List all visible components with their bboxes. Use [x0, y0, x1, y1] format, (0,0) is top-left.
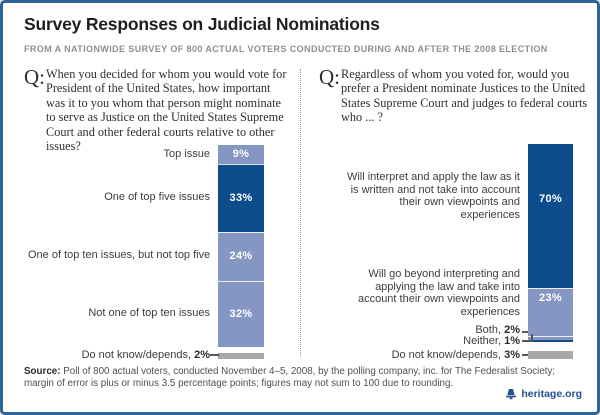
brand-text: heritage.org	[521, 388, 582, 400]
callout-value: 1%	[504, 334, 520, 347]
bar-category-label: Both, 2%	[475, 323, 520, 336]
question-left-prefix: Q:	[24, 65, 45, 89]
column-divider	[300, 69, 301, 357]
question-left-text: When you decided for whom you would vote…	[46, 67, 287, 154]
bar-category-label: Will interpret and apply the law as it i…	[346, 171, 520, 221]
bar-category-label: Will go beyond interpreting and applying…	[357, 268, 520, 318]
callout-connector-line	[522, 354, 528, 356]
callout-connector-line	[531, 334, 533, 342]
bar-category-label: Not one of top ten issues	[88, 306, 210, 319]
callout-connector-line	[210, 354, 219, 356]
bar-value-label: 32%	[229, 307, 253, 320]
page-title: Survey Responses on Judicial Nominations	[24, 14, 380, 34]
callout-value: 2%	[194, 348, 210, 361]
question-right: Q: Regardless of whom you voted for, wou…	[319, 67, 591, 125]
bar-category-label: Top issue	[163, 147, 210, 160]
bar-category-label: One of top ten issues, but not top five	[28, 248, 211, 261]
bar-category-label: Do not know/depends, 2%	[81, 348, 210, 361]
bar-value-label: 33%	[229, 191, 253, 204]
callout-connector-line	[522, 340, 532, 342]
source-label: Source:	[24, 366, 61, 377]
bar-value-label: 9%	[232, 148, 250, 161]
bar-value-label: 24%	[229, 250, 253, 263]
bar-value-label: 70%	[539, 193, 562, 206]
bar-segment	[218, 231, 264, 281]
bar-segment	[528, 351, 573, 359]
source-note: Source: Poll of 800 actual voters, condu…	[24, 366, 584, 389]
bar-category-label: Neither, 1%	[463, 334, 520, 347]
bar-category-label: One of top five issues	[104, 190, 210, 203]
source-text: Poll of 800 actual voters, conducted Nov…	[24, 366, 556, 389]
bar-segment	[528, 144, 573, 289]
bar-value-label: 23%	[539, 291, 562, 304]
page-subtitle: FROM A NATIONWIDE SURVEY OF 800 ACTUAL V…	[24, 44, 548, 54]
bar-segment	[528, 288, 573, 336]
callout-connector-line	[522, 331, 528, 333]
bar-segment	[528, 339, 573, 342]
brand: heritage.org	[505, 388, 582, 400]
question-left: Q: When you decided for whom you would v…	[24, 65, 292, 154]
question-right-prefix: Q:	[319, 65, 340, 89]
callout-value: 3%	[504, 348, 520, 361]
callout-value: 2%	[504, 323, 520, 336]
liberty-bell-icon	[506, 389, 517, 400]
bar-segment	[218, 280, 264, 347]
bar-segment	[218, 145, 264, 164]
bar-category-label: Do not know/depends, 3%	[391, 348, 520, 361]
question-right-text: Regardless of whom you voted for, would …	[341, 67, 588, 125]
bar-segment	[528, 335, 573, 340]
bar-segment	[218, 353, 264, 359]
bar-segment	[218, 163, 264, 232]
